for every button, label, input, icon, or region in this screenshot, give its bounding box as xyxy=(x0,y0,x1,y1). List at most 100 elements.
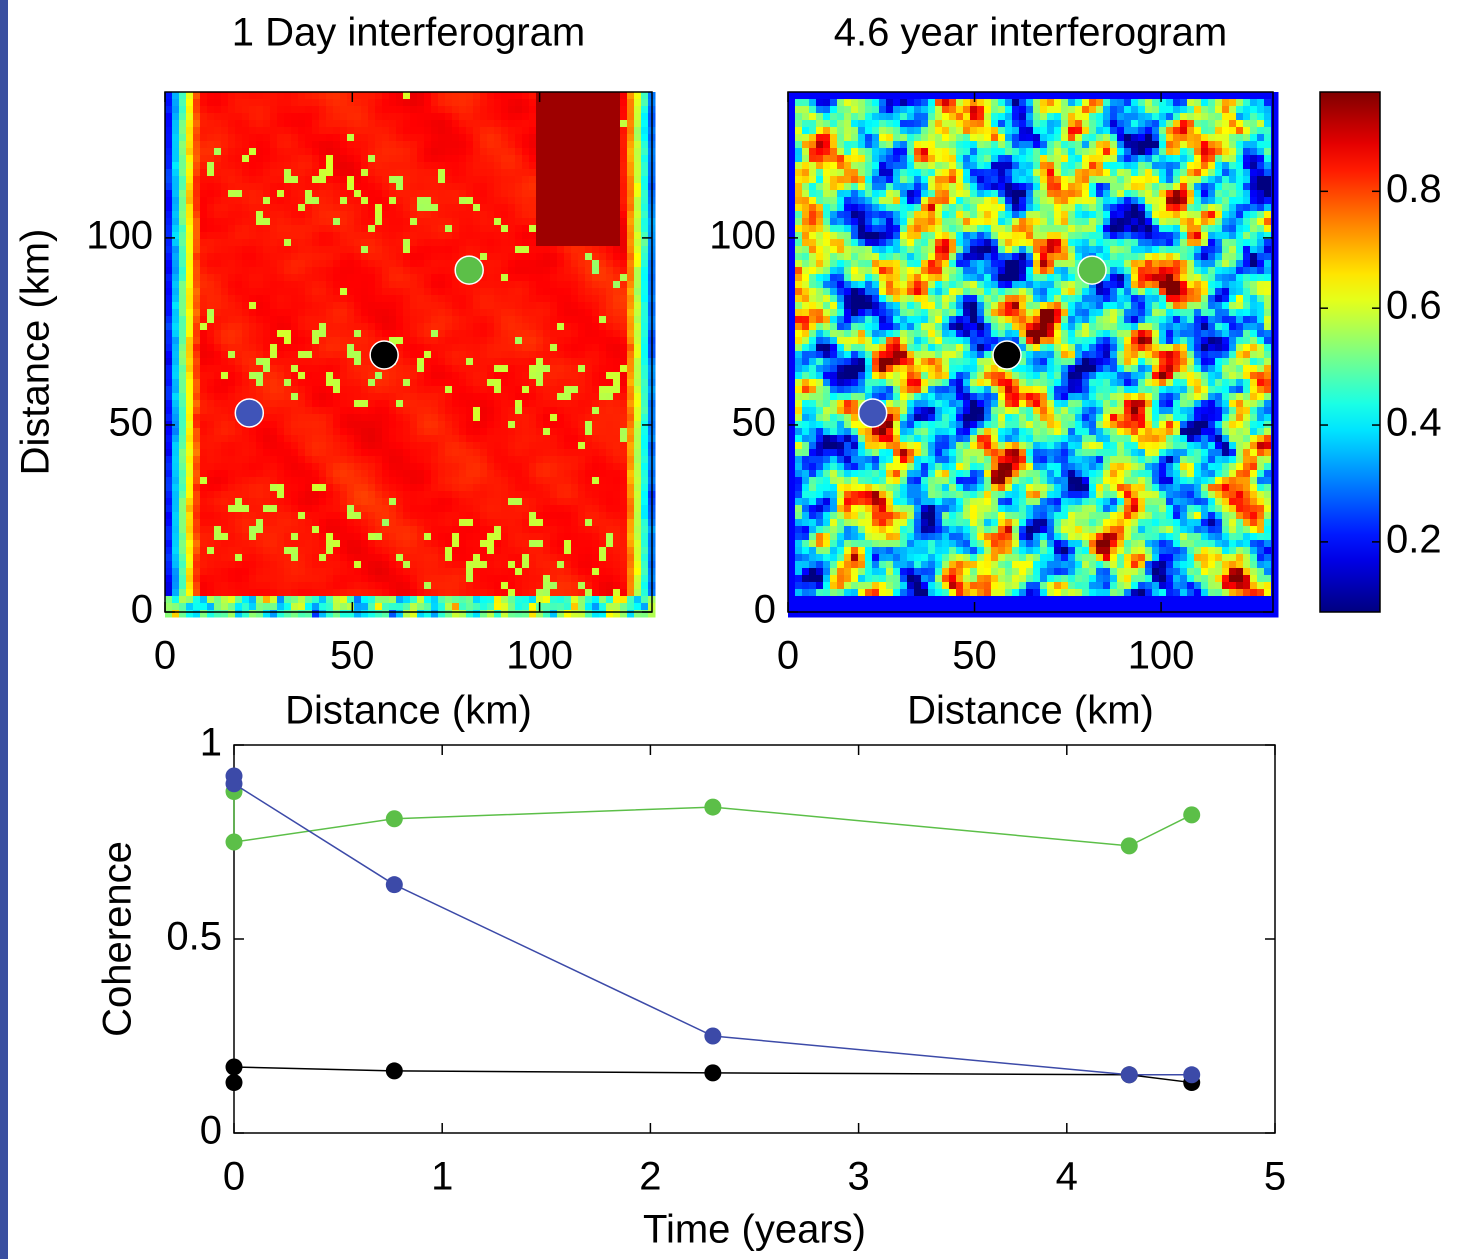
pixel xyxy=(172,365,180,373)
pixel xyxy=(459,113,467,121)
pixel xyxy=(494,239,502,247)
pixel xyxy=(543,288,551,296)
pixel xyxy=(480,211,488,219)
pixel xyxy=(319,337,327,345)
pixel xyxy=(473,491,481,499)
pixel xyxy=(599,141,607,149)
pixel xyxy=(529,232,537,240)
pixel xyxy=(186,274,194,282)
pixel xyxy=(466,169,474,177)
pixel xyxy=(354,568,362,576)
pixel xyxy=(438,92,446,100)
pixel xyxy=(403,484,411,492)
pixel xyxy=(382,169,390,177)
pixel xyxy=(389,442,397,450)
pixel xyxy=(221,281,229,289)
pixel xyxy=(249,449,257,457)
pixel xyxy=(298,183,306,191)
pixel xyxy=(193,407,201,415)
pixel xyxy=(606,519,614,527)
pixel xyxy=(382,323,390,331)
pixel xyxy=(613,351,621,359)
pixel xyxy=(389,176,397,184)
pixel xyxy=(186,414,194,422)
pixel xyxy=(564,197,572,205)
pixel xyxy=(571,428,579,436)
pixel xyxy=(396,400,404,408)
pixel xyxy=(424,477,432,485)
pixel xyxy=(620,379,628,387)
pixel xyxy=(361,134,369,142)
pixel xyxy=(200,568,208,576)
pixel xyxy=(445,400,453,408)
pixel xyxy=(165,407,173,415)
pixel xyxy=(564,141,572,149)
pixel xyxy=(214,428,222,436)
pixel xyxy=(466,470,474,478)
pixel xyxy=(403,288,411,296)
pixel xyxy=(284,218,292,226)
pixel xyxy=(613,554,621,562)
pixel xyxy=(228,253,236,261)
pixel xyxy=(431,421,439,429)
pixel xyxy=(200,470,208,478)
pixel xyxy=(599,372,607,380)
pixel xyxy=(641,120,649,128)
pixel xyxy=(312,554,320,562)
pixel xyxy=(375,393,383,401)
pixel xyxy=(606,225,614,233)
pixel xyxy=(585,337,593,345)
pixel xyxy=(494,337,502,345)
pixel xyxy=(634,372,642,380)
pixel xyxy=(431,505,439,513)
pixel xyxy=(515,351,523,359)
pixel xyxy=(634,561,642,569)
pixel xyxy=(221,379,229,387)
pixel xyxy=(214,456,222,464)
pixel xyxy=(613,309,621,317)
pixel xyxy=(207,365,215,373)
pixel xyxy=(361,127,369,135)
pixel xyxy=(200,526,208,534)
pixel xyxy=(599,274,607,282)
pixel xyxy=(641,379,649,387)
pixel xyxy=(578,428,586,436)
pixel xyxy=(550,540,558,548)
pixel xyxy=(410,484,418,492)
pixel xyxy=(305,393,313,401)
pixel xyxy=(564,435,572,443)
pixel xyxy=(452,428,460,436)
pixel xyxy=(193,365,201,373)
pixel xyxy=(410,463,418,471)
pixel xyxy=(312,120,320,128)
pixel xyxy=(466,92,474,100)
pixel xyxy=(326,477,334,485)
pixel xyxy=(186,99,194,107)
pixel xyxy=(641,463,649,471)
pixel xyxy=(452,484,460,492)
pixel xyxy=(417,540,425,548)
pixel xyxy=(508,533,516,541)
pixel xyxy=(529,337,537,345)
pixel xyxy=(529,176,537,184)
pixel xyxy=(333,183,341,191)
pixel xyxy=(249,484,257,492)
pixel xyxy=(368,218,376,226)
pixel xyxy=(312,561,320,569)
pixel xyxy=(627,127,635,135)
pixel xyxy=(347,533,355,541)
pixel xyxy=(186,533,194,541)
pixel xyxy=(613,365,621,373)
pixel xyxy=(438,484,446,492)
pixel xyxy=(368,260,376,268)
pixel xyxy=(494,253,502,261)
pixel xyxy=(263,379,271,387)
pixel xyxy=(179,344,187,352)
pixel xyxy=(445,470,453,478)
pixel xyxy=(515,190,523,198)
pixel xyxy=(319,400,327,408)
pixel xyxy=(221,190,229,198)
pixel xyxy=(291,561,299,569)
pixel xyxy=(228,463,236,471)
pixel xyxy=(424,582,432,590)
